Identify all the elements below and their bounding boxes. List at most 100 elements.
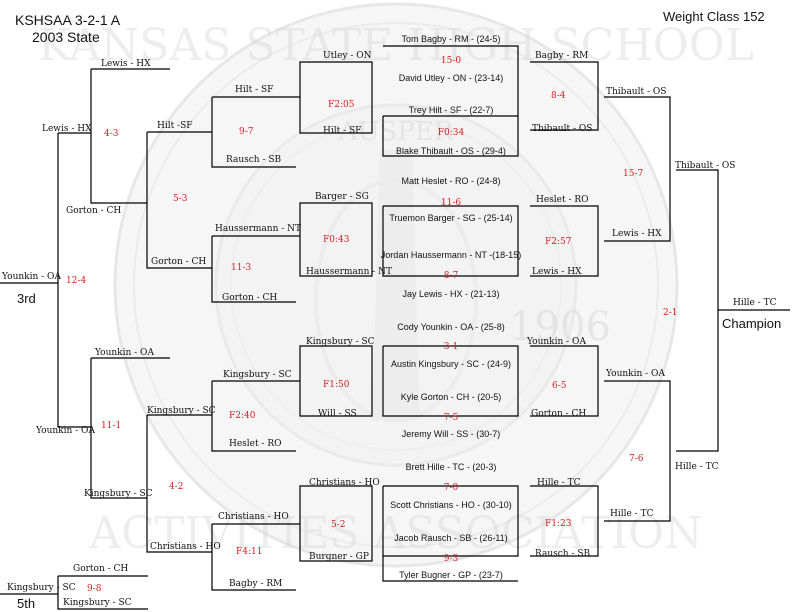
conso-c2-name-1: Hilt - SF: [235, 85, 274, 95]
first-round-bottom-4: Jay Lewis - HX - (21-13): [402, 289, 500, 299]
first-round-bottom-6: Jeremy Will - SS - (30-7): [401, 429, 501, 439]
fifth-place-name: Kingsbury - SC: [7, 583, 76, 593]
third-place-score: 12-4: [66, 276, 87, 286]
first-round-bottom-8: Tyler Bugner - GP - (23-7): [399, 570, 503, 580]
champion-name: Hille - TC: [733, 298, 777, 308]
fifth-place-label: 5th: [17, 596, 36, 611]
conso-c3-name-3: Gorton - CH: [151, 257, 207, 267]
champ-r1-name-8: Rausch - SB: [535, 549, 591, 559]
first-round-top-7: Brett Hille - TC - (20-3): [405, 462, 497, 472]
semifinal-score-2: 7-6: [629, 454, 644, 464]
conso-c3-name-1: Lewis - HX: [101, 59, 151, 69]
first-round-score-5: 3-1: [443, 342, 459, 352]
first-round-top-6: Kyle Gorton - CH - (20-5): [400, 392, 502, 402]
conso-c1-score-1: F2:05: [328, 100, 355, 110]
conso-c2-score-4: F4:11: [236, 547, 263, 557]
conso-c2-name-3: Haussermann - NT: [215, 224, 302, 234]
conso-c1-score-4: 5-2: [331, 520, 346, 530]
first-round-score-6: 7-5: [443, 413, 459, 423]
conso-c1-name-4: Haussermann - NT: [306, 267, 393, 277]
conso-c2-score-1: 9-7: [239, 127, 254, 137]
conso-c4-score-2: 11-1: [101, 421, 122, 431]
conso-c2-score-2: 11-3: [231, 263, 252, 273]
finalist-2: Hille - TC: [675, 462, 719, 472]
conso-c2-score-3: F2:40: [229, 411, 256, 421]
first-round-score-1: 15-0: [440, 56, 462, 66]
champ-r1-score-3: 6-5: [552, 381, 567, 391]
first-round-top-1: Tom Bagby - RM - (24-5): [401, 34, 501, 44]
champ-r1-score-2: F2:57: [545, 237, 572, 247]
conso-c1-name-6: Will - SS: [318, 409, 357, 419]
conso-c1-name-5: Kingsbury - SC: [306, 337, 375, 347]
first-round-score-4: 8-7: [443, 271, 459, 281]
first-round-score-8: 9-3: [443, 554, 459, 564]
conso-c4-name-4: Kingsbury - SC: [84, 489, 153, 499]
conso-c1-score-3: F1:50: [323, 380, 350, 390]
first-round-bottom-2: Blake Thibault - OS - (29-4): [396, 146, 506, 156]
conso-c2-name-2: Rausch - SB: [226, 155, 282, 165]
conso-c4-score-1: 4-3: [104, 129, 119, 139]
bracket-paths: [0, 45, 790, 610]
semifinal-name-4: Hille - TC: [610, 509, 654, 519]
champ-r1-name-1: Bagby - RM: [535, 51, 589, 61]
semifinal-name-2: Lewis - HX: [612, 229, 662, 239]
third-place-name: Younkin - OA: [2, 272, 61, 282]
first-round-top-8: Jacob Rausch - SB - (26-11): [394, 533, 508, 543]
conso-c1-name-2: Hilt - SF: [323, 126, 362, 136]
conso-c3-score-2: 4-2: [169, 482, 184, 492]
conso-c3-name-4: Younkin - OA: [95, 348, 154, 358]
title-line-2: 2003 State: [32, 29, 100, 45]
weight-class-value: 152: [742, 9, 765, 24]
weight-class-label: Weight Class 152: [663, 9, 765, 24]
champ-r1-name-4: Lewis - HX: [532, 267, 582, 277]
champ-r1-name-3: Heslet - RO: [536, 195, 589, 205]
semifinal-name-3: Younkin - OA: [606, 369, 665, 379]
conso-c4-name-1: Lewis - HX: [42, 124, 92, 134]
conso-c1-score-2: F0:43: [323, 235, 350, 245]
conso-c1-name-8: Burgner - GP: [309, 552, 369, 562]
conso-c4-name-2: Gorton - CH: [66, 206, 122, 216]
champ-r1-name-7: Hille - TC: [537, 478, 581, 488]
first-round-score-7: 7-0: [443, 483, 459, 493]
fifth-place-score: 9-8: [87, 584, 102, 594]
conso-c3-name-5: Kingsbury - SC: [147, 406, 216, 416]
conso-c2-name-5: Kingsbury - SC: [223, 370, 292, 380]
first-round-top-4: Jordan Haussermann - NT -(18-15): [380, 250, 522, 260]
fifth-place-opponent: Gorton - CH: [73, 564, 129, 574]
champ-r1-name-6: Gorton - CH: [531, 409, 587, 419]
champ-r1-name-2: Thibault - OS: [532, 124, 593, 134]
conso-c3-score-1: 5-3: [173, 194, 188, 204]
conso-c2-name-6: Heslet - RO: [229, 439, 282, 449]
conso-c1-name-7: Christians - HO: [309, 478, 380, 488]
champion-label: Champion: [722, 316, 782, 331]
first-round-top-5: Cody Younkin - OA - (25-8): [397, 322, 505, 332]
seal-watermark: [113, 2, 679, 568]
conso-c3-name-6: Christians - HO: [150, 542, 221, 552]
semifinal-name-1: Thibault - OS: [606, 87, 667, 97]
seal-year: 1906: [509, 304, 611, 350]
first-round-bottom-1: David Utley - ON - (23-14): [398, 73, 504, 83]
first-round-bottom-3: Truemon Barger - SG - (25-14): [389, 213, 513, 223]
final-score: 2-1: [663, 308, 678, 318]
first-round-score-2: F0:34: [437, 128, 465, 138]
champ-r1-score-1: 8-4: [551, 91, 566, 101]
first-round-top-3: Matt Heslet - RO - (24-8): [401, 176, 501, 186]
conso-c2-name-7: Christians - HO: [218, 512, 289, 522]
title-line-1: KSHSAA 3-2-1 A: [15, 12, 121, 28]
conso-c1-name-3: Barger - SG: [315, 192, 369, 202]
seal-ring-text-bottom: ACTIVITIES ASSOCIATION: [88, 508, 702, 559]
fifth-place-lower: Kingsbury - SC: [63, 598, 132, 608]
champ-r1-score-4: F1:23: [545, 519, 572, 529]
first-round-top-2: Trey Hilt - SF - (22-7): [408, 105, 494, 115]
third-place-label: 3rd: [17, 291, 36, 306]
conso-c2-name-4: Gorton - CH: [222, 293, 278, 303]
semifinal-score-1: 15-7: [623, 169, 644, 179]
conso-c3-name-2: Hilt -SF: [157, 121, 193, 131]
first-round-bottom-7: Scott Christians - HO - (30-10): [390, 500, 512, 510]
seal-inner-text: AUSPER: [338, 117, 455, 147]
conso-c2-name-8: Bagby - RM: [229, 579, 283, 589]
first-round-score-3: 11-6: [440, 198, 462, 208]
champ-r1-name-5: Younkin - OA: [527, 337, 586, 347]
first-round-bottom-5: Austin Kingsbury - SC - (24-9): [390, 359, 512, 369]
